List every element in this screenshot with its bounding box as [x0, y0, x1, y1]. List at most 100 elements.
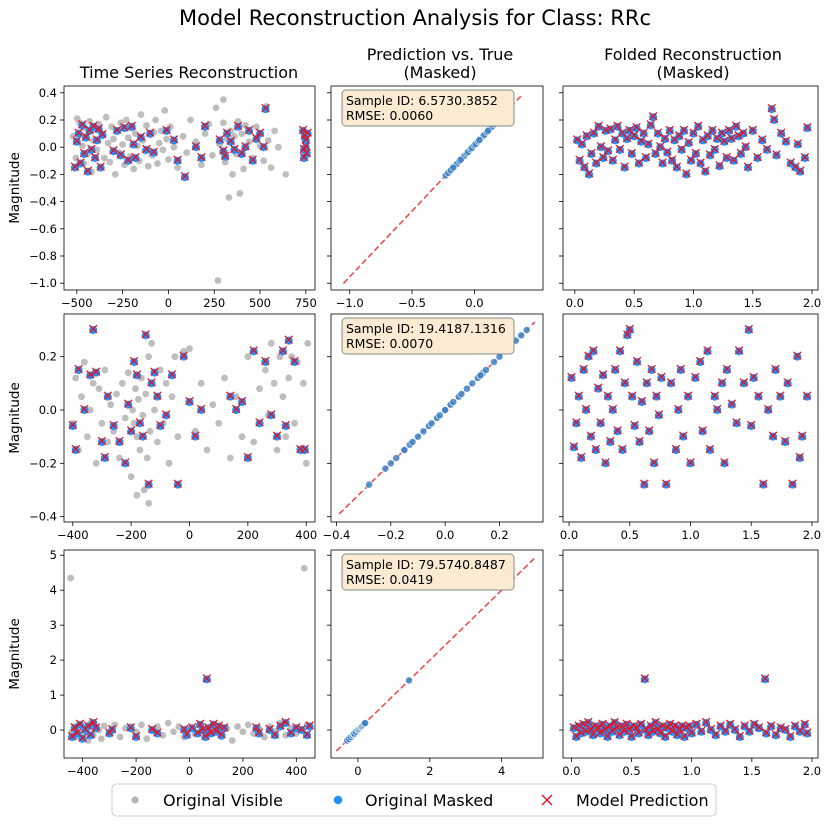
- prediction-marker: [219, 723, 229, 732]
- folded-prediction-marker: [605, 721, 615, 730]
- folded-masked-point: [702, 719, 711, 728]
- masked-point: [261, 358, 270, 366]
- masked-point: [135, 419, 144, 428]
- folded-masked-point: [783, 379, 792, 388]
- folded-prediction-marker: [686, 458, 695, 467]
- prediction-marker: [87, 144, 96, 154]
- folded-prediction-marker: [739, 378, 749, 387]
- folded-prediction-marker: [722, 364, 732, 374]
- x-tick-label: 0.2: [490, 528, 508, 542]
- x-tick-label: 200: [237, 528, 259, 542]
- folded-prediction-marker: [657, 372, 666, 382]
- folded-prediction-marker: [655, 141, 665, 151]
- folded-masked-point: [715, 162, 724, 171]
- visible-point: [165, 459, 173, 467]
- folded-masked-point: [772, 151, 781, 160]
- legend: Original Visible Original Masked Model P…: [111, 783, 717, 817]
- folded-prediction-marker: [689, 128, 698, 137]
- masked-point: [202, 675, 211, 684]
- folded-masked-point: [585, 170, 594, 179]
- prediction-marker: [270, 730, 280, 739]
- folded-masked-point: [795, 454, 804, 462]
- prediction-marker: [129, 356, 139, 366]
- folded-masked-point: [650, 459, 659, 468]
- pred-true-point: [405, 676, 413, 685]
- folded-prediction-marker: [687, 728, 696, 737]
- visible-point: [143, 735, 151, 743]
- visible-point: [124, 134, 132, 142]
- prediction-marker: [156, 420, 165, 430]
- folded-prediction-marker: [724, 125, 734, 135]
- folded-prediction-marker: [670, 721, 680, 730]
- folded-masked-point: [762, 729, 771, 738]
- visible-point: [304, 339, 312, 347]
- folded-prediction-marker: [745, 726, 754, 736]
- folded-masked-point: [692, 720, 701, 729]
- folded-prediction-marker: [730, 724, 740, 734]
- x-tick-label: 0: [186, 764, 193, 778]
- visible-point: [100, 722, 108, 730]
- folded-prediction-marker: [731, 121, 741, 131]
- folded-masked-point: [731, 726, 740, 735]
- folded-masked-point: [645, 427, 654, 436]
- masked-point: [87, 145, 96, 154]
- y-axis-label: Magnitude: [7, 618, 23, 690]
- folded-masked-point: [596, 143, 605, 152]
- masked-point: [74, 366, 83, 374]
- prediction-marker: [231, 404, 241, 414]
- folded-masked-point: [627, 733, 636, 742]
- folded-prediction-marker: [753, 152, 762, 162]
- masked-point: [74, 129, 83, 138]
- y-axis-label: Magnitude: [7, 152, 23, 224]
- masked-point: [153, 392, 162, 401]
- masked-point: [116, 151, 125, 160]
- visible-point: [152, 116, 160, 124]
- visible-point: [142, 390, 150, 398]
- folded-prediction-marker: [658, 158, 667, 167]
- folded-masked-point: [672, 163, 681, 172]
- masked-point: [234, 122, 243, 131]
- visible-point: [118, 379, 126, 387]
- visible-point: [226, 454, 234, 462]
- folded-prediction-marker: [618, 444, 627, 454]
- folded-masked-point: [580, 163, 589, 172]
- visible-point: [252, 123, 260, 131]
- folded-prediction-marker: [684, 137, 693, 147]
- folded-prediction-marker: [654, 410, 664, 419]
- folded-masked-point: [703, 347, 712, 356]
- folded-masked-point: [630, 422, 639, 430]
- folded-masked-point: [679, 432, 688, 441]
- folded-masked-point: [680, 733, 689, 742]
- prediction-marker: [89, 717, 98, 727]
- visible-point: [136, 446, 144, 454]
- x-tick-label: −0.2: [377, 528, 405, 542]
- folded-prediction-marker: [661, 479, 671, 488]
- folded-prediction-marker: [627, 731, 636, 741]
- folded-masked-point: [803, 392, 812, 401]
- visible-point: [175, 723, 183, 730]
- visible-point: [282, 171, 290, 178]
- plot-frame: [63, 313, 316, 523]
- prediction-marker: [180, 171, 190, 181]
- folded-masked-point: [684, 392, 693, 401]
- prediction-marker: [298, 125, 308, 135]
- col-title-folded-sub: (Masked): [656, 63, 729, 82]
- visible-point: [102, 113, 110, 121]
- prediction-marker: [237, 396, 247, 406]
- folded-masked-point: [748, 126, 757, 135]
- folded-prediction-marker: [736, 148, 746, 158]
- masked-point: [284, 336, 293, 345]
- prediction-marker: [97, 436, 107, 446]
- masked-point: [300, 154, 309, 163]
- folded-prediction-marker: [615, 730, 624, 739]
- prediction-marker: [142, 144, 151, 154]
- visible-point: [180, 347, 188, 355]
- prediction-marker: [202, 674, 212, 683]
- folded-prediction-marker: [727, 133, 736, 143]
- folded-masked-point: [687, 729, 696, 738]
- folded-masked-point: [684, 139, 693, 148]
- folded-prediction-marker: [715, 160, 724, 170]
- masked-point: [142, 145, 151, 154]
- folded-prediction-marker: [708, 125, 717, 135]
- pred-true-point: [408, 438, 417, 446]
